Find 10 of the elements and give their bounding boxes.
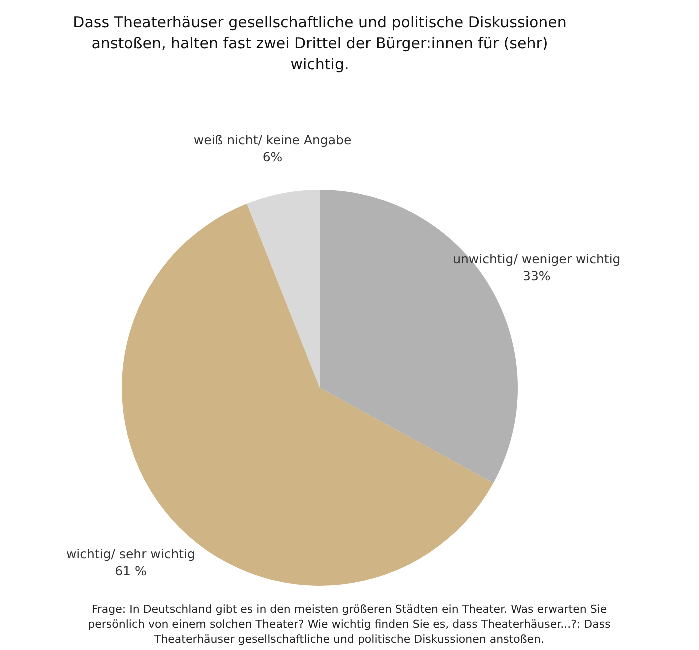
data-label: 33% (523, 268, 551, 284)
slice-label: unwichtig/ weniger wichtig (453, 252, 621, 267)
slice-label: weiß nicht/ keine Angabe (194, 132, 352, 148)
data-label: 6% (262, 149, 283, 164)
slice-label: wichtig/ sehr wichtig (66, 546, 196, 562)
text: Frage: In Deutschland gibt es in den meisten größeren Städten ein Theater. Was erwarten Sie persönlich von einem solchen Theater? Wie wichtig finden Sie es, dass Theaterhäuser...?: Dass Theaterhäuser gesellschaftliche und politische Diskussionen anstoßen. (87, 603, 612, 648)
pie-slice (320, 190, 518, 484)
pie-slice (247, 190, 320, 388)
data-label: 61 % (115, 564, 147, 579)
chart-title: Dass Theaterhäuser gesellschaftliche und politische Diskussionen anstoßen, halten fast zwei Drittel der Bürger:innen für (sehr) wichtig. (73, 13, 567, 74)
